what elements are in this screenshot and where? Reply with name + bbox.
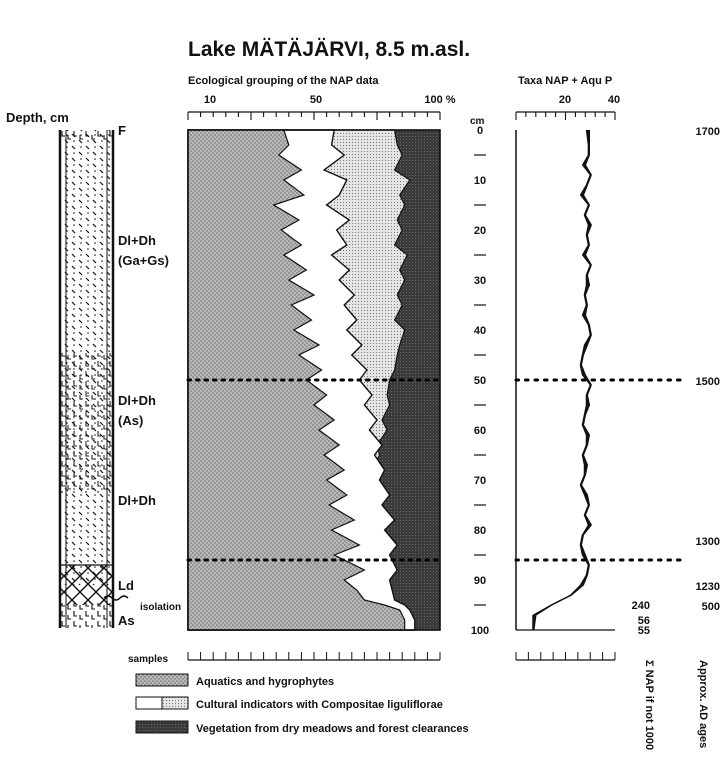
age-label: 1700 (696, 126, 720, 138)
legend-swatch-cultural-white (135, 696, 163, 710)
sediment-column (58, 130, 129, 628)
legend-swatch-cultural-dots (161, 696, 189, 710)
depth-units-label: cm (470, 116, 485, 127)
legend-swatch-dry-meadows (135, 720, 189, 734)
ages-vertical-label: Approx. AD ages (697, 660, 709, 748)
right-panel-title: Taxa NAP + Aqu P (518, 75, 612, 87)
depth-tick-label: 60 (474, 425, 486, 437)
legend: Aquatics and hygrophytes Cultural indica… (135, 673, 469, 735)
sediment-label: Ld (118, 578, 134, 593)
age-label: 1500 (696, 376, 720, 388)
left-x-axis: 10 50 100 % (187, 94, 456, 120)
nap-sum-value: 55 (638, 625, 650, 637)
legend-label: Aquatics and hygrophytes (196, 676, 334, 688)
depth-tick-label: 80 (474, 525, 486, 537)
sediment-label: Dl+Dh (118, 393, 156, 408)
left-x-tick-label: 10 (204, 94, 216, 106)
age-label: 500 (702, 601, 720, 613)
depth-scale: 0 10 20 30 40 50 60 70 80 90 100 (471, 125, 489, 637)
age-label: 1230 (696, 581, 720, 593)
sediment-label: As (118, 613, 135, 628)
area-aquatics (187, 129, 406, 631)
depth-tick-label: 90 (474, 575, 486, 587)
sediment-label: (Ga+Gs) (118, 253, 169, 268)
legend-label: Vegetation from dry meadows and forest c… (196, 723, 469, 735)
age-label: 1300 (696, 536, 720, 548)
depth-tick-label: 100 (471, 625, 489, 637)
sediment-label: (As) (118, 413, 143, 428)
samples-label: samples (128, 654, 168, 665)
depth-tick-label: 30 (474, 275, 486, 287)
depth-header: Depth, cm (6, 110, 69, 125)
dotted-horizons (186, 378, 682, 562)
sediment-label: isolation (140, 602, 181, 613)
taxa-line (533, 130, 593, 631)
depth-tick-label: 20 (474, 225, 486, 237)
depth-tick-label: 50 (474, 375, 486, 387)
legend-label: Cultural indicators with Compositae ligu… (196, 699, 443, 711)
depth-tick-label: 0 (477, 125, 483, 137)
sediment-label: Dl+Dh (118, 493, 156, 508)
legend-swatch-aquatics (135, 673, 189, 687)
nap-sum-value: 240 (632, 600, 650, 612)
nap-sum-value: 56 (638, 615, 650, 627)
nap-sum-vertical-label: Σ NAP if not 1000 (643, 660, 655, 750)
right-x-tick-label: 40 (608, 94, 620, 106)
sediment-label: Dl+Dh (118, 233, 156, 248)
right-x-tick-label: 20 (559, 94, 571, 106)
left-x-tick-label: 100 % (424, 94, 455, 106)
depth-tick-label: 40 (474, 325, 486, 337)
depth-tick-label: 70 (474, 475, 486, 487)
samples-axis: samples (128, 652, 616, 665)
depth-tick-label: 10 (474, 175, 486, 187)
left-panel-title: Ecological grouping of the NAP data (188, 75, 379, 87)
right-x-axis: 20 40 (515, 94, 620, 120)
sediment-label: F (118, 123, 126, 138)
chart-title: Lake MÄTÄJÄRVI, 8.5 m.asl. (188, 38, 470, 61)
left-x-tick-label: 50 (310, 94, 322, 106)
